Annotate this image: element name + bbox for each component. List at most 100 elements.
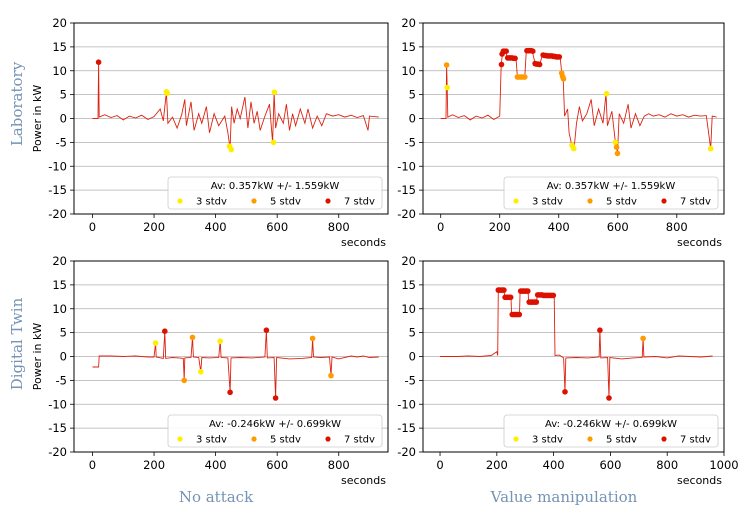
data-point-seven (501, 287, 507, 293)
legend-title: Av: 0.357kW +/- 1.559kW (211, 181, 340, 192)
data-point-seven (556, 54, 563, 60)
y-tick-label: 10 (52, 64, 67, 78)
y-tick-label: -5 (56, 373, 67, 387)
data-point-three (444, 84, 451, 91)
data-point-five (309, 335, 316, 342)
y-tick-label: 15 (401, 278, 416, 292)
legend-marker-three (177, 436, 183, 442)
axes-frame (73, 260, 389, 453)
data-point-five (328, 372, 334, 379)
series-line (440, 50, 717, 154)
legend-marker-seven (661, 198, 667, 204)
x-tick-label: 800 (666, 220, 688, 234)
data-point-seven (227, 389, 233, 396)
data-point-three (198, 369, 204, 375)
data-point-seven (606, 395, 612, 401)
data-point-five (640, 335, 646, 342)
y-tick-label: -10 (397, 397, 416, 411)
legend: Av: -0.246kW +/- 0.699kW 3 stdv 5 stdv 7 st… (503, 414, 719, 448)
y-tick-label: -5 (405, 135, 416, 149)
y-tick-label: -15 (397, 183, 416, 197)
chart-panel-twin-no-attack: 20 15 10 5 0 -5 -10 -15 -20 0 200 400 600 800 Power in… (31, 254, 389, 487)
data-point-five (613, 144, 620, 150)
y-tick-label: 0 (60, 112, 67, 126)
data-point-seven (536, 61, 543, 68)
x-axis-label: seconds (677, 474, 722, 487)
y-tick-label: 15 (401, 40, 416, 54)
data-point-three (571, 145, 577, 152)
legend-label: 3 stdv (532, 435, 563, 446)
x-tick-label: 400 (205, 458, 227, 472)
series-line (92, 62, 379, 149)
y-tick-label: 0 (409, 112, 416, 126)
legend-title: Av: 0.357kW +/- 1.559kW (547, 181, 676, 192)
data-point-five (443, 62, 450, 68)
x-tick-label: 0 (436, 458, 443, 472)
data-point-three (603, 90, 610, 97)
legend-marker-five (251, 198, 257, 204)
data-point-five (560, 76, 567, 82)
x-axis-label: seconds (341, 474, 386, 487)
y-tick-label: -5 (405, 373, 416, 387)
legend-marker-five (587, 198, 593, 204)
legend-label: 3 stdv (196, 435, 227, 446)
x-tick-label: 0 (89, 458, 96, 472)
x-axis-label: seconds (341, 236, 386, 249)
data-point-seven (562, 389, 568, 395)
y-tick-label: -20 (397, 207, 416, 221)
y-tick-label: -10 (48, 397, 67, 411)
data-point-three (271, 89, 278, 95)
chart-panel-lab-no-attack: 20 15 10 5 0 -5 -10 -15 -20 0 200 400 600 800 Power in… (31, 16, 389, 249)
y-tick-label: -15 (48, 183, 67, 197)
data-point-seven (533, 299, 540, 305)
x-tick-label: 400 (205, 220, 227, 234)
x-tick-label: 800 (328, 458, 350, 472)
y-tick-label: -5 (56, 135, 67, 149)
y-tick-label: 5 (409, 88, 416, 102)
y-axis-label: Power in kW (31, 323, 44, 391)
legend-label: 5 stdv (606, 197, 637, 208)
x-tick-label: 600 (599, 458, 621, 472)
x-tick-label: 200 (489, 220, 511, 234)
y-tick-label: -15 (48, 421, 67, 435)
y-tick-label: -10 (397, 159, 416, 173)
x-axis-label: seconds (677, 236, 722, 249)
col-label-value-manipulation: Value manipulation (490, 488, 638, 506)
chart-panel-lab-value-manipulation: 20 15 10 5 0 -5 -10 -15 -20 0 200 400 600 800 seconds A… (397, 16, 725, 249)
legend: Av: 0.357kW +/- 1.559kW 3 stdv 5 stdv 7 std… (503, 176, 719, 210)
legend-label: 5 stdv (270, 197, 301, 208)
y-tick-label: 20 (52, 16, 67, 30)
data-point-three (228, 146, 235, 153)
legend-label: 5 stdv (606, 435, 637, 446)
x-tick-label: 400 (548, 220, 570, 234)
data-point-five (181, 377, 187, 384)
legend-marker-three (513, 198, 519, 204)
data-point-three (707, 145, 714, 152)
y-tick-label: 15 (52, 40, 67, 54)
x-tick-label: 800 (328, 220, 350, 234)
y-tick-label: 20 (401, 16, 416, 30)
x-tick-label: 200 (486, 458, 508, 472)
data-point-seven (530, 48, 536, 54)
legend-title: Av: -0.246kW +/- 0.699kW (545, 419, 677, 430)
x-tick-label: 200 (143, 220, 165, 234)
legend-label: 7 stdv (344, 435, 375, 446)
x-tick-label: 200 (143, 458, 165, 472)
x-tick-label: 600 (266, 458, 288, 472)
data-point-seven (263, 327, 270, 334)
data-point-three (217, 338, 223, 345)
x-tick-label: 1000 (709, 458, 738, 472)
y-tick-label: -20 (48, 445, 67, 459)
y-tick-label: -15 (397, 421, 416, 435)
chart-panel-twin-value-manipulation: 20 15 10 5 0 -5 -10 -15 -20 0 200 400 600 800 1000 seco… (397, 254, 738, 487)
data-point-seven (550, 292, 557, 299)
y-tick-label: -10 (48, 159, 67, 173)
legend-title: Av: -0.246kW +/- 0.699kW (209, 419, 341, 430)
series-line (440, 289, 713, 399)
y-tick-label: -20 (397, 445, 416, 459)
axes-frame (73, 22, 389, 215)
data-point-seven (597, 327, 603, 334)
y-tick-label: 0 (60, 350, 67, 364)
data-point-five (614, 150, 621, 157)
